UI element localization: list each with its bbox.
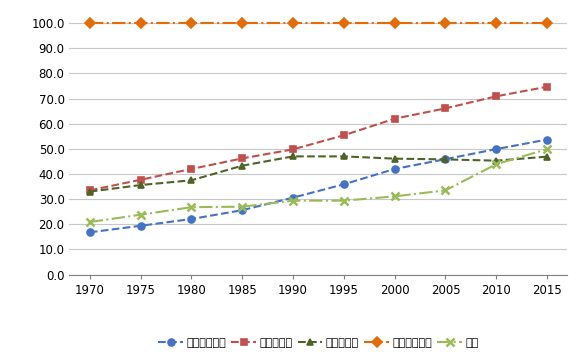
インドネシア — [391, 167, 398, 171]
シンガポール — [137, 21, 144, 25]
タイ — [544, 147, 551, 151]
マレーシア — [137, 178, 144, 182]
インドネシア — [340, 182, 347, 187]
シンガポール — [290, 21, 296, 25]
マレーシア — [188, 167, 195, 171]
インドネシア — [86, 230, 93, 234]
フィリピン — [239, 164, 245, 168]
フィリピン — [290, 154, 296, 158]
マレーシア — [391, 117, 398, 121]
フィリピン — [391, 157, 398, 161]
シンガポール — [442, 21, 449, 25]
マレーシア — [290, 147, 296, 151]
タイ — [239, 205, 245, 209]
マレーシア — [340, 133, 347, 137]
タイ — [188, 205, 195, 209]
マレーシア — [544, 84, 551, 89]
インドネシア — [544, 137, 551, 142]
フィリピン — [544, 155, 551, 159]
タイ — [137, 213, 144, 217]
Line: インドネシア: インドネシア — [86, 136, 551, 236]
Line: シンガポール: シンガポール — [86, 20, 551, 27]
タイ — [340, 199, 347, 203]
シンガポール — [188, 21, 195, 25]
マレーシア — [493, 94, 500, 99]
タイ — [86, 220, 93, 224]
インドネシア — [493, 147, 500, 151]
Line: フィリピン: フィリピン — [86, 153, 551, 195]
Legend: インドネシア, マレーシア, フィリピン, シンガポール, タイ: インドネシア, マレーシア, フィリピン, シンガポール, タイ — [159, 338, 478, 348]
インドネシア — [239, 208, 245, 212]
タイ — [391, 194, 398, 199]
フィリピン — [86, 189, 93, 194]
シンガポール — [239, 21, 245, 25]
フィリピン — [442, 157, 449, 162]
マレーシア — [442, 106, 449, 111]
フィリピン — [137, 183, 144, 187]
シンガポール — [544, 21, 551, 25]
Line: マレーシア: マレーシア — [86, 83, 551, 194]
タイ — [493, 162, 500, 166]
フィリピン — [188, 178, 195, 182]
マレーシア — [86, 188, 93, 193]
マレーシア — [239, 156, 245, 161]
インドネシア — [442, 157, 449, 161]
フィリピン — [493, 158, 500, 163]
インドネシア — [188, 217, 195, 221]
シンガポール — [391, 21, 398, 25]
Line: タイ: タイ — [86, 145, 551, 226]
タイ — [442, 188, 449, 193]
インドネシア — [290, 195, 296, 200]
シンガポール — [86, 21, 93, 25]
インドネシア — [137, 224, 144, 228]
タイ — [290, 199, 296, 203]
シンガポール — [493, 21, 500, 25]
シンガポール — [340, 21, 347, 25]
フィリピン — [340, 154, 347, 158]
